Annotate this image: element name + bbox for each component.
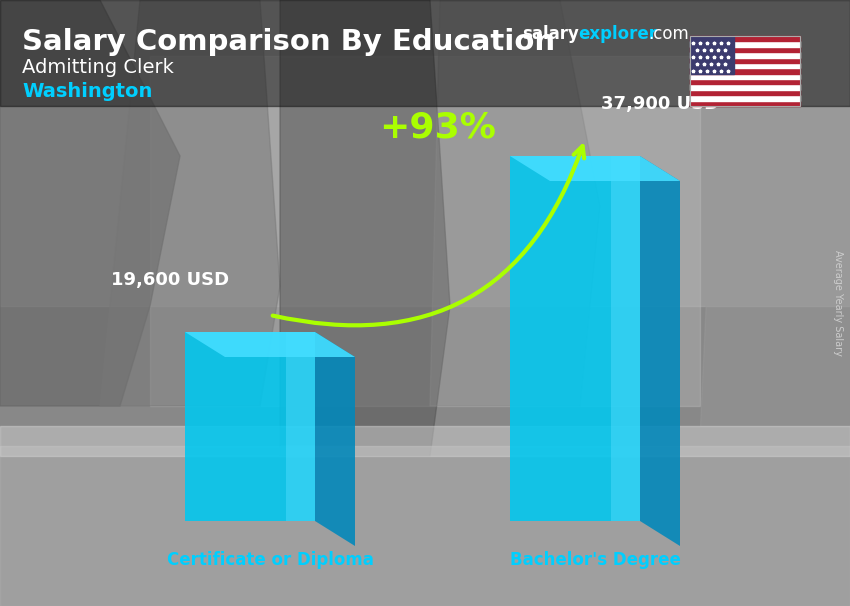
Text: .com: .com [648,25,689,43]
Polygon shape [185,332,355,357]
Bar [690,36,734,74]
Text: salary: salary [522,25,579,43]
Polygon shape [510,156,640,521]
Polygon shape [280,0,450,456]
Text: Admitting Clerk: Admitting Clerk [22,58,174,77]
Text: Salary Comparison By Education: Salary Comparison By Education [22,28,555,56]
Bar [690,58,800,63]
Text: +93%: +93% [379,110,496,144]
Text: Average Yearly Salary: Average Yearly Salary [833,250,843,356]
Text: Washington: Washington [22,82,152,101]
Polygon shape [640,156,680,546]
Polygon shape [510,156,680,181]
Bar [150,56,700,406]
Text: 19,600 USD: 19,600 USD [111,271,229,289]
Polygon shape [430,0,600,406]
Text: Certificate or Diploma: Certificate or Diploma [167,551,373,569]
Text: Bachelor's Degree: Bachelor's Degree [509,551,681,569]
Polygon shape [315,332,355,546]
Bar [690,74,800,79]
Bar [0,0,850,306]
Polygon shape [700,0,850,426]
Polygon shape [100,0,280,406]
Polygon shape [0,0,180,406]
Text: explorer: explorer [578,25,657,43]
Bar [690,68,800,74]
Bar [0,446,850,606]
Bar [690,63,800,68]
Bar [0,426,850,456]
Bar [0,0,850,106]
Bar [690,47,800,52]
Polygon shape [611,156,640,521]
Polygon shape [286,332,315,521]
Bar [690,52,800,58]
Bar [690,36,800,106]
Text: 37,900 USD: 37,900 USD [601,95,719,113]
Bar [690,101,800,106]
Polygon shape [185,332,315,521]
Bar [690,84,800,90]
Bar [690,90,800,95]
Bar [690,36,800,41]
Bar [690,79,800,84]
Bar [690,95,800,101]
Bar [690,41,800,47]
